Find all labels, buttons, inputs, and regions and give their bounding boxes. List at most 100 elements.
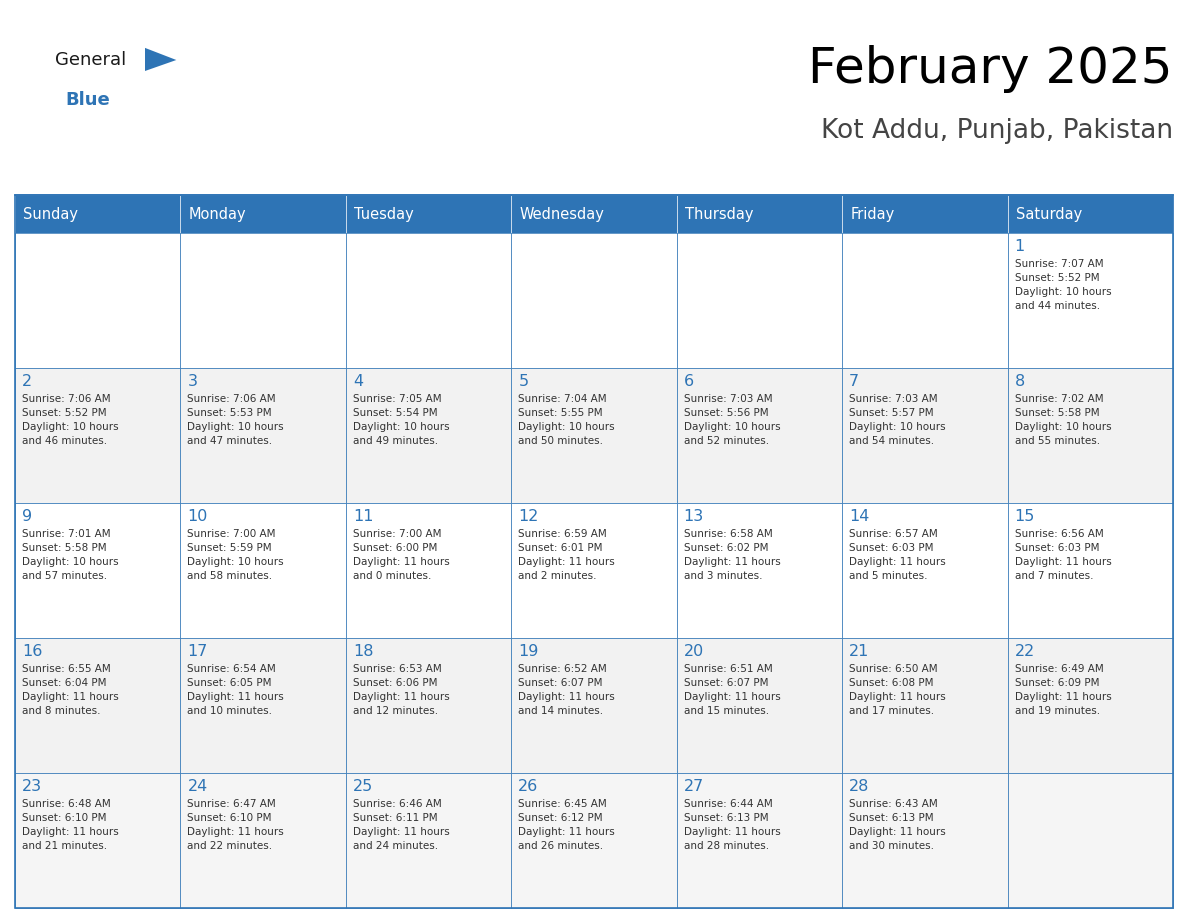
Bar: [511, 773, 677, 908]
Text: 22: 22: [1015, 644, 1035, 659]
Bar: [842, 233, 1007, 368]
Text: 3: 3: [188, 374, 197, 389]
Text: Sunrise: 7:03 AM
Sunset: 5:56 PM
Daylight: 10 hours
and 52 minutes.: Sunrise: 7:03 AM Sunset: 5:56 PM Dayligh…: [684, 394, 781, 446]
Text: Sunrise: 6:52 AM
Sunset: 6:07 PM
Daylight: 11 hours
and 14 minutes.: Sunrise: 6:52 AM Sunset: 6:07 PM Dayligh…: [518, 664, 615, 716]
Bar: [842, 773, 1007, 908]
Bar: [15, 368, 181, 503]
Bar: [677, 773, 842, 908]
Bar: [181, 368, 346, 503]
Bar: [677, 233, 842, 368]
Text: Sunrise: 7:01 AM
Sunset: 5:58 PM
Daylight: 10 hours
and 57 minutes.: Sunrise: 7:01 AM Sunset: 5:58 PM Dayligh…: [23, 529, 119, 581]
Text: 12: 12: [518, 509, 538, 524]
Text: 9: 9: [23, 509, 32, 524]
Bar: [677, 368, 842, 503]
Text: Sunrise: 7:07 AM
Sunset: 5:52 PM
Daylight: 10 hours
and 44 minutes.: Sunrise: 7:07 AM Sunset: 5:52 PM Dayligh…: [1015, 259, 1111, 311]
Bar: [511, 233, 677, 368]
Text: Sunrise: 6:54 AM
Sunset: 6:05 PM
Daylight: 11 hours
and 10 minutes.: Sunrise: 6:54 AM Sunset: 6:05 PM Dayligh…: [188, 664, 284, 716]
Text: 2: 2: [23, 374, 32, 389]
Bar: [346, 368, 511, 503]
Text: 14: 14: [849, 509, 870, 524]
Bar: [181, 233, 346, 368]
Bar: [677, 503, 842, 638]
Text: Kot Addu, Punjab, Pakistan: Kot Addu, Punjab, Pakistan: [821, 118, 1173, 144]
Text: February 2025: February 2025: [809, 45, 1173, 93]
Text: Sunrise: 7:00 AM
Sunset: 6:00 PM
Daylight: 11 hours
and 0 minutes.: Sunrise: 7:00 AM Sunset: 6:00 PM Dayligh…: [353, 529, 449, 581]
Text: Sunrise: 7:00 AM
Sunset: 5:59 PM
Daylight: 10 hours
and 58 minutes.: Sunrise: 7:00 AM Sunset: 5:59 PM Dayligh…: [188, 529, 284, 581]
Bar: [1007, 233, 1173, 368]
Text: 10: 10: [188, 509, 208, 524]
Bar: [1007, 195, 1173, 233]
Text: Sunrise: 7:06 AM
Sunset: 5:53 PM
Daylight: 10 hours
and 47 minutes.: Sunrise: 7:06 AM Sunset: 5:53 PM Dayligh…: [188, 394, 284, 446]
Bar: [1007, 503, 1173, 638]
Text: General: General: [55, 51, 126, 69]
Text: 16: 16: [23, 644, 43, 659]
Text: 21: 21: [849, 644, 870, 659]
Bar: [842, 368, 1007, 503]
Bar: [1007, 638, 1173, 773]
Text: 26: 26: [518, 779, 538, 794]
Bar: [346, 773, 511, 908]
Bar: [1007, 773, 1173, 908]
Text: Sunrise: 6:51 AM
Sunset: 6:07 PM
Daylight: 11 hours
and 15 minutes.: Sunrise: 6:51 AM Sunset: 6:07 PM Dayligh…: [684, 664, 781, 716]
Text: 27: 27: [684, 779, 704, 794]
Bar: [346, 233, 511, 368]
Text: Sunrise: 6:44 AM
Sunset: 6:13 PM
Daylight: 11 hours
and 28 minutes.: Sunrise: 6:44 AM Sunset: 6:13 PM Dayligh…: [684, 799, 781, 851]
Text: 13: 13: [684, 509, 704, 524]
Bar: [511, 503, 677, 638]
Text: 25: 25: [353, 779, 373, 794]
Text: Sunrise: 6:58 AM
Sunset: 6:02 PM
Daylight: 11 hours
and 3 minutes.: Sunrise: 6:58 AM Sunset: 6:02 PM Dayligh…: [684, 529, 781, 581]
Text: Sunrise: 6:47 AM
Sunset: 6:10 PM
Daylight: 11 hours
and 22 minutes.: Sunrise: 6:47 AM Sunset: 6:10 PM Dayligh…: [188, 799, 284, 851]
Text: Monday: Monday: [189, 207, 246, 221]
Bar: [511, 195, 677, 233]
Text: 28: 28: [849, 779, 870, 794]
Bar: [15, 195, 1173, 908]
Bar: [842, 503, 1007, 638]
Text: 11: 11: [353, 509, 373, 524]
Bar: [842, 638, 1007, 773]
Text: 4: 4: [353, 374, 364, 389]
Bar: [511, 638, 677, 773]
Bar: [677, 638, 842, 773]
Text: Blue: Blue: [65, 91, 109, 109]
Bar: [181, 638, 346, 773]
Text: Sunrise: 6:59 AM
Sunset: 6:01 PM
Daylight: 11 hours
and 2 minutes.: Sunrise: 6:59 AM Sunset: 6:01 PM Dayligh…: [518, 529, 615, 581]
Text: Sunrise: 7:06 AM
Sunset: 5:52 PM
Daylight: 10 hours
and 46 minutes.: Sunrise: 7:06 AM Sunset: 5:52 PM Dayligh…: [23, 394, 119, 446]
Text: 6: 6: [684, 374, 694, 389]
Bar: [181, 773, 346, 908]
Text: Sunrise: 6:57 AM
Sunset: 6:03 PM
Daylight: 11 hours
and 5 minutes.: Sunrise: 6:57 AM Sunset: 6:03 PM Dayligh…: [849, 529, 946, 581]
Text: 20: 20: [684, 644, 704, 659]
Bar: [842, 195, 1007, 233]
Bar: [181, 503, 346, 638]
Text: Sunrise: 6:43 AM
Sunset: 6:13 PM
Daylight: 11 hours
and 30 minutes.: Sunrise: 6:43 AM Sunset: 6:13 PM Dayligh…: [849, 799, 946, 851]
Bar: [15, 773, 181, 908]
Bar: [15, 503, 181, 638]
Bar: [511, 368, 677, 503]
Text: Sunrise: 7:02 AM
Sunset: 5:58 PM
Daylight: 10 hours
and 55 minutes.: Sunrise: 7:02 AM Sunset: 5:58 PM Dayligh…: [1015, 394, 1111, 446]
Text: 18: 18: [353, 644, 373, 659]
Text: 7: 7: [849, 374, 859, 389]
Text: 8: 8: [1015, 374, 1025, 389]
Bar: [1007, 368, 1173, 503]
Text: 1: 1: [1015, 239, 1025, 254]
Text: Sunrise: 7:04 AM
Sunset: 5:55 PM
Daylight: 10 hours
and 50 minutes.: Sunrise: 7:04 AM Sunset: 5:55 PM Dayligh…: [518, 394, 615, 446]
Polygon shape: [145, 48, 176, 71]
Text: 24: 24: [188, 779, 208, 794]
Bar: [15, 195, 181, 233]
Bar: [346, 503, 511, 638]
Text: Sunrise: 6:53 AM
Sunset: 6:06 PM
Daylight: 11 hours
and 12 minutes.: Sunrise: 6:53 AM Sunset: 6:06 PM Dayligh…: [353, 664, 449, 716]
Text: Wednesday: Wednesday: [519, 207, 605, 221]
Text: Sunrise: 6:55 AM
Sunset: 6:04 PM
Daylight: 11 hours
and 8 minutes.: Sunrise: 6:55 AM Sunset: 6:04 PM Dayligh…: [23, 664, 119, 716]
Text: Sunrise: 6:48 AM
Sunset: 6:10 PM
Daylight: 11 hours
and 21 minutes.: Sunrise: 6:48 AM Sunset: 6:10 PM Dayligh…: [23, 799, 119, 851]
Bar: [346, 195, 511, 233]
Text: Tuesday: Tuesday: [354, 207, 413, 221]
Text: Friday: Friday: [851, 207, 895, 221]
Bar: [181, 195, 346, 233]
Text: Sunday: Sunday: [23, 207, 78, 221]
Bar: [15, 233, 181, 368]
Bar: [15, 638, 181, 773]
Bar: [677, 195, 842, 233]
Text: Sunrise: 7:03 AM
Sunset: 5:57 PM
Daylight: 10 hours
and 54 minutes.: Sunrise: 7:03 AM Sunset: 5:57 PM Dayligh…: [849, 394, 946, 446]
Text: 5: 5: [518, 374, 529, 389]
Text: Sunrise: 6:45 AM
Sunset: 6:12 PM
Daylight: 11 hours
and 26 minutes.: Sunrise: 6:45 AM Sunset: 6:12 PM Dayligh…: [518, 799, 615, 851]
Bar: [346, 638, 511, 773]
